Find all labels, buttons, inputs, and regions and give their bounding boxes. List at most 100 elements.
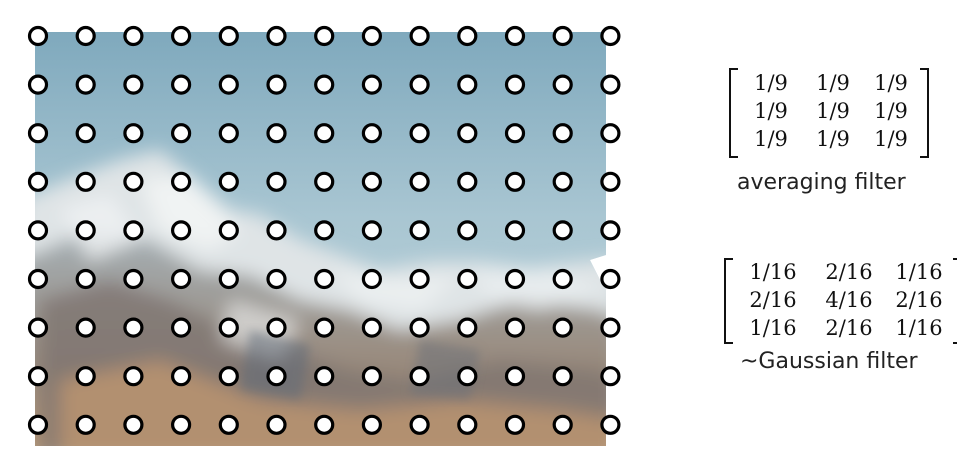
matrix-cell: 1/9 bbox=[874, 127, 908, 151]
sample-point bbox=[409, 25, 430, 47]
sample-point bbox=[504, 74, 526, 95]
sample-grid bbox=[27, 25, 621, 435]
sample-point bbox=[457, 171, 478, 192]
sample-point bbox=[552, 123, 573, 144]
matrix-cell: 1/9 bbox=[754, 127, 788, 151]
sample-point bbox=[457, 366, 478, 387]
sample-point bbox=[552, 366, 573, 387]
sample-point bbox=[457, 74, 478, 95]
sample-point bbox=[409, 414, 430, 435]
left-bracket bbox=[724, 258, 733, 344]
sample-point bbox=[409, 317, 430, 338]
sample-point bbox=[218, 317, 239, 338]
matrix-cell: 1/9 bbox=[874, 99, 908, 123]
sample-point bbox=[361, 414, 382, 435]
sample-point bbox=[457, 123, 478, 144]
sample-point bbox=[409, 171, 430, 192]
sample-point bbox=[552, 25, 573, 47]
sample-point bbox=[171, 268, 192, 290]
sample-point bbox=[123, 25, 144, 47]
matrix-cell: 1/9 bbox=[816, 71, 850, 95]
sample-point bbox=[218, 414, 239, 435]
sample-point bbox=[123, 268, 144, 290]
sample-point bbox=[171, 414, 192, 435]
sample-point bbox=[27, 317, 49, 338]
sample-point bbox=[171, 25, 192, 47]
sample-point bbox=[123, 317, 144, 338]
sample-point bbox=[171, 220, 192, 241]
blurred-mountain-with-sample-grid bbox=[27, 25, 621, 446]
sample-point bbox=[75, 317, 96, 338]
sample-point bbox=[314, 171, 335, 192]
right-bracket bbox=[920, 68, 929, 158]
left-bracket bbox=[729, 68, 738, 158]
sample-point bbox=[75, 220, 96, 241]
sample-point bbox=[266, 366, 287, 387]
sample-point bbox=[218, 171, 239, 192]
sample-point bbox=[504, 220, 526, 241]
sample-point bbox=[218, 366, 239, 387]
sample-point bbox=[552, 74, 573, 95]
sample-point bbox=[123, 123, 144, 144]
gaussian-filter-caption: ~Gaussian filter bbox=[740, 349, 918, 374]
sample-point bbox=[218, 74, 239, 95]
sample-point bbox=[75, 268, 96, 290]
sample-point bbox=[171, 123, 192, 144]
sample-point bbox=[314, 268, 335, 290]
matrix-cell: 1/16 bbox=[749, 260, 797, 284]
right-bracket bbox=[953, 258, 957, 344]
sample-point bbox=[504, 366, 526, 387]
sample-point bbox=[361, 25, 382, 47]
sample-point bbox=[123, 366, 144, 387]
matrix-cell: 1/9 bbox=[874, 71, 908, 95]
sample-point bbox=[266, 414, 287, 435]
sample-point bbox=[123, 220, 144, 241]
sample-point bbox=[361, 317, 382, 338]
sample-point bbox=[171, 317, 192, 338]
sample-point bbox=[600, 171, 621, 192]
sample-point bbox=[600, 220, 621, 241]
sample-point bbox=[314, 123, 335, 144]
sample-point bbox=[75, 171, 96, 192]
sample-point bbox=[171, 74, 192, 95]
matrix-cell: 1/16 bbox=[895, 316, 943, 340]
sample-point bbox=[314, 74, 335, 95]
sample-point bbox=[123, 414, 144, 435]
sample-point bbox=[361, 220, 382, 241]
sample-point bbox=[27, 220, 49, 241]
sample-point bbox=[409, 123, 430, 144]
sample-point bbox=[218, 220, 239, 241]
matrix-cell: 2/16 bbox=[825, 260, 873, 284]
sample-point bbox=[218, 268, 239, 290]
sample-point bbox=[457, 220, 478, 241]
sample-point bbox=[600, 317, 621, 338]
sample-point bbox=[75, 366, 96, 387]
sample-point bbox=[361, 171, 382, 192]
sample-point bbox=[266, 25, 287, 47]
matrix-cell: 2/16 bbox=[825, 316, 873, 340]
averaging-filter-caption: averaging filter bbox=[737, 170, 906, 195]
sample-point bbox=[504, 25, 526, 47]
sample-point bbox=[27, 171, 49, 192]
sample-point bbox=[504, 268, 526, 290]
sample-point bbox=[218, 123, 239, 144]
sample-point bbox=[600, 414, 621, 435]
sample-point bbox=[504, 414, 526, 435]
matrix-cell: 1/9 bbox=[816, 127, 850, 151]
sample-point bbox=[123, 171, 144, 192]
sample-point bbox=[409, 366, 430, 387]
sample-point bbox=[600, 74, 621, 95]
sample-point bbox=[552, 171, 573, 192]
sample-point bbox=[457, 317, 478, 338]
sample-point bbox=[600, 123, 621, 144]
sample-point bbox=[409, 74, 430, 95]
sample-point bbox=[266, 74, 287, 95]
sample-point bbox=[27, 74, 49, 95]
matrix-cell: 4/16 bbox=[825, 288, 873, 312]
sample-point bbox=[361, 74, 382, 95]
sample-point bbox=[27, 25, 49, 47]
sample-point bbox=[504, 123, 526, 144]
sample-point bbox=[123, 74, 144, 95]
matrix-cell: 2/16 bbox=[895, 288, 943, 312]
sample-point bbox=[171, 171, 192, 192]
